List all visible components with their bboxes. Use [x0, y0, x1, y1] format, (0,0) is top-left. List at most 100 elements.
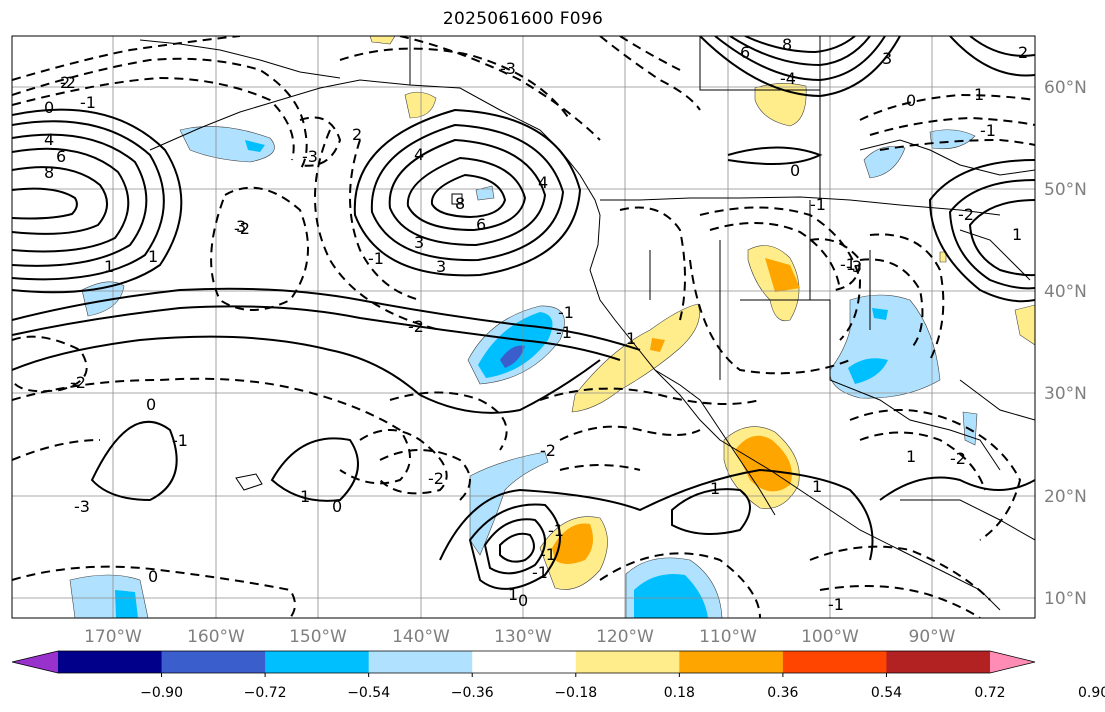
lon-label: 140°W [392, 627, 450, 647]
colorbar-tick-label: −0.18 [554, 685, 597, 701]
contour-label: 0 [906, 91, 916, 110]
contour-label: -1 [532, 563, 548, 582]
colorbar-extend-low [12, 651, 58, 673]
contour-label: 1 [812, 477, 822, 496]
shade-blue-mid [115, 590, 138, 618]
contour-label: 1 [148, 247, 158, 266]
shade-blue-mid [245, 140, 265, 152]
lon-label: 100°W [801, 627, 859, 647]
colorbar-labels: −0.90 −0.72 −0.54 −0.36 −0.18 0.18 0.36 … [140, 685, 1105, 701]
shade-blue-mid [872, 308, 888, 320]
contour-label: 0 [146, 395, 156, 414]
lon-label: 170°W [84, 627, 142, 647]
colorbar-tick-label: −0.54 [347, 685, 390, 701]
colorbar-segment [368, 651, 473, 673]
shade-blue-light [863, 146, 906, 179]
colorbar-tick-label: 0.36 [767, 685, 798, 701]
contour-label: 6 [56, 147, 66, 166]
contour-label: -1 [172, 431, 188, 450]
lat-label: 10°N [1044, 589, 1087, 609]
contour-label: -3 [74, 497, 90, 516]
shading-layer [69, 36, 1035, 618]
contour-label: 3 [236, 217, 246, 236]
contour-label: 0 [148, 567, 158, 586]
contour-label: 0 [332, 497, 342, 516]
lat-label: 20°N [1044, 487, 1087, 507]
colorbar-segment [679, 651, 784, 673]
lon-label: 120°W [596, 627, 654, 647]
lat-label: 40°N [1044, 282, 1087, 302]
colorbar-segment [161, 651, 266, 673]
contour-label: 4 [44, 130, 54, 149]
contour-label: 8 [782, 35, 792, 54]
longitude-labels: 170°W 160°W 150°W 140°W 130°W 120°W 110°… [84, 627, 956, 647]
colorbar-segment [58, 651, 163, 673]
contour-label: 4 [414, 145, 424, 164]
contour-label: -2 [60, 73, 76, 92]
contour-label: -2 [950, 449, 966, 468]
contour-label: -1 [368, 249, 384, 268]
colorbar-outline [11, 650, 1036, 674]
shade-yellow [1014, 304, 1035, 346]
colorbar [11, 650, 1036, 677]
shade-blue-deep [500, 345, 525, 368]
colorbar-tick-label: 0.72 [974, 685, 1005, 701]
contour-label: -2 [428, 469, 444, 488]
contour-label: -2 [408, 317, 424, 336]
contour-label: 8 [455, 194, 465, 213]
shade-blue-light [179, 126, 275, 163]
contour-label: 1 [1012, 225, 1022, 244]
latitude-labels: 60°N 50°N 40°N 30°N 20°N 10°N [1044, 78, 1087, 609]
contour-label: 3 [882, 49, 892, 68]
shade-orange [650, 338, 665, 352]
shade-orange [765, 258, 800, 292]
contour-label: 1 [710, 479, 720, 498]
colorbar-tick-label: −0.36 [451, 685, 494, 701]
contour-label: -1 [810, 195, 826, 214]
contour-label: -4 [780, 69, 796, 88]
shade-blue-mid [848, 358, 888, 384]
contour-label: 3 [414, 233, 424, 252]
contour-label: -1 [828, 595, 844, 614]
colorbar-segment [782, 651, 887, 673]
colorbar-tick-label: −0.72 [244, 685, 287, 701]
contour-label: 2 [1018, 43, 1028, 62]
contour-label: 0 [44, 98, 54, 117]
contours-solid [12, 36, 1035, 590]
chart-title: 2025061600 F096 [442, 9, 604, 29]
contour-label: 3 [436, 257, 446, 276]
colorbar-tick-label: 0.18 [664, 685, 695, 701]
contour-label: 1 [974, 85, 984, 104]
lat-label: 60°N [1044, 78, 1087, 98]
colorbar-segment [472, 651, 577, 673]
lon-label: 110°W [699, 627, 757, 647]
contour-label: -1 [840, 255, 856, 274]
shade-blue-mid [634, 574, 708, 618]
contour-label: 1 [508, 585, 518, 604]
lat-label: 50°N [1044, 180, 1087, 200]
shade-yellow [369, 36, 396, 45]
lon-label: 160°W [187, 627, 245, 647]
contour-label: -1 [556, 323, 572, 342]
shade-yellow [754, 83, 807, 127]
contour-label: 1 [300, 487, 310, 506]
shade-blue-light [929, 129, 976, 150]
contour-label: 1 [906, 447, 916, 466]
colorbar-segment [886, 651, 991, 673]
graticule [12, 36, 1035, 618]
contour-label: -2 [958, 205, 974, 224]
contour-labels: 2 0 4 6 8 -1 1 -2 2 -3 4 6 8 3 -3 -2 1 -… [44, 35, 1028, 614]
contour-label: -3 [500, 59, 516, 78]
shade-blue-light [469, 451, 549, 556]
contour-label: -2 [540, 441, 556, 460]
contours-dashed [12, 36, 1035, 618]
shade-orange [552, 523, 594, 564]
map-panel: 2 0 4 6 8 -1 1 -2 2 -3 4 6 8 3 -3 -2 1 -… [12, 35, 1035, 618]
shade-blue-mid [478, 312, 553, 378]
lon-label: 150°W [289, 627, 347, 647]
contour-label: -1 [980, 121, 996, 140]
shade-orange [735, 435, 792, 492]
colorbar-extend-high [990, 651, 1035, 673]
map-frame [11, 35, 1036, 619]
